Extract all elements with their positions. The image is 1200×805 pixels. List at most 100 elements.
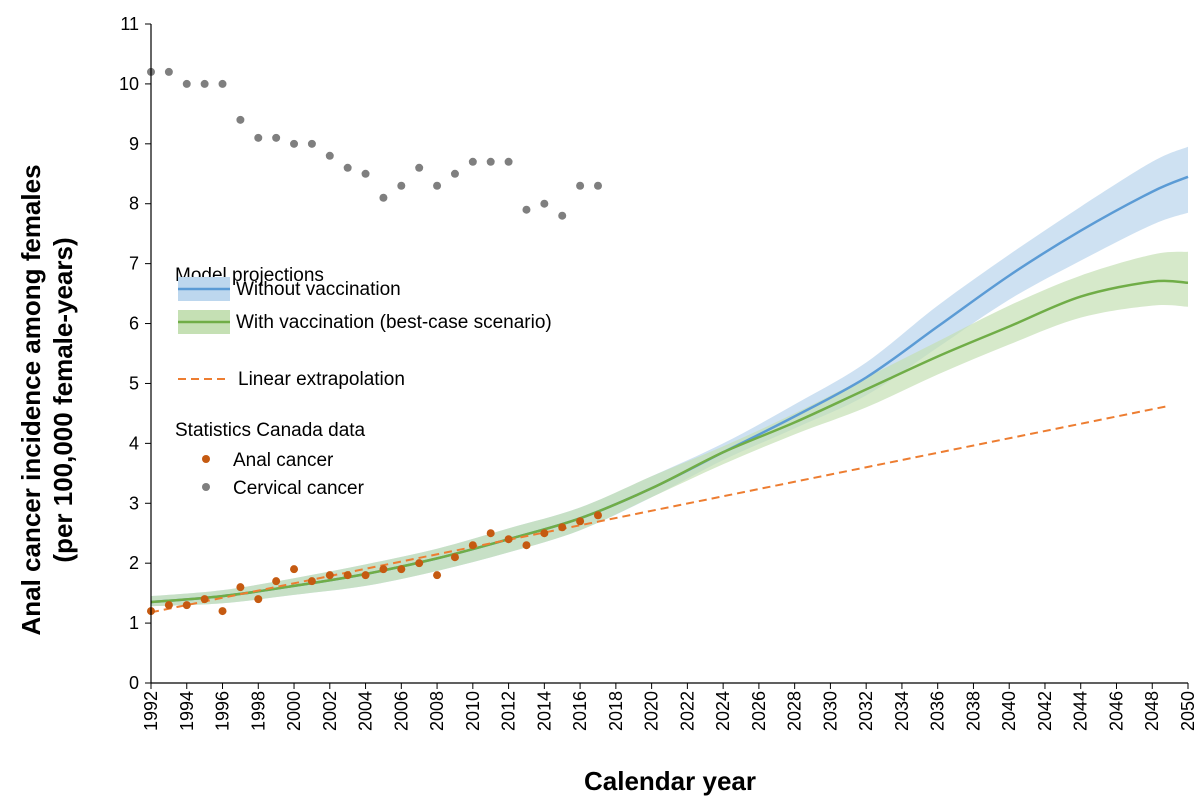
anal-cancer-point bbox=[361, 571, 370, 580]
cervical-cancer-point bbox=[576, 181, 585, 190]
anal-cancer-point bbox=[272, 577, 281, 586]
y-tick-label: 0 bbox=[129, 673, 139, 693]
cervical-cancer-point bbox=[433, 181, 442, 190]
anal-cancer-point bbox=[218, 607, 227, 616]
legend-linear-label: Linear extrapolation bbox=[238, 369, 405, 390]
anal-cancer-point bbox=[379, 565, 388, 574]
anal-cancer-point bbox=[325, 571, 334, 580]
y-tick-label: 4 bbox=[129, 433, 139, 453]
x-tick-label: 1992 bbox=[141, 691, 161, 731]
x-tick-label: 2044 bbox=[1071, 691, 1091, 731]
with-vaccination-band bbox=[151, 251, 1188, 607]
legend-cervical-label: Cervical cancer bbox=[233, 478, 365, 499]
x-tick-label: 2020 bbox=[642, 691, 662, 731]
anal-cancer-point bbox=[558, 523, 567, 532]
x-tick-label: 2026 bbox=[749, 691, 769, 731]
anal-cancer-point bbox=[486, 529, 495, 538]
y-axis-title-line1: Anal cancer incidence among females bbox=[16, 164, 46, 635]
x-tick-label: 2004 bbox=[356, 691, 376, 731]
x-tick-label: 2014 bbox=[534, 691, 554, 731]
y-tick-label: 8 bbox=[129, 194, 139, 214]
cervical-cancer-point bbox=[218, 79, 227, 88]
cervical-cancer-point bbox=[379, 193, 388, 202]
cervical-cancer-point bbox=[290, 139, 299, 148]
anal-cancer-point bbox=[593, 511, 602, 520]
cervical-cancer-point bbox=[504, 157, 513, 166]
x-tick-label: 2012 bbox=[499, 691, 519, 731]
cervical-cancer-point bbox=[236, 115, 245, 124]
y-tick-label: 6 bbox=[129, 314, 139, 334]
anal-cancer-point bbox=[200, 595, 209, 604]
anal-cancer-point bbox=[576, 517, 585, 526]
data-points bbox=[147, 67, 602, 616]
y-tick-label: 10 bbox=[119, 74, 139, 94]
y-tick-label: 3 bbox=[129, 493, 139, 513]
anal-cancer-point bbox=[450, 553, 459, 562]
x-tick-label: 2040 bbox=[999, 691, 1019, 731]
anal-cancer-point bbox=[540, 529, 549, 538]
x-tick-label: 2002 bbox=[320, 691, 340, 731]
y-tick-label: 7 bbox=[129, 254, 139, 274]
legend-anal-marker bbox=[202, 455, 210, 463]
confidence-bands bbox=[151, 146, 1188, 607]
x-tick-label: 2016 bbox=[570, 691, 590, 731]
x-tick-label: 2024 bbox=[713, 691, 733, 731]
cervical-cancer-point bbox=[361, 169, 370, 178]
legend-stats-header: Statistics Canada data bbox=[175, 420, 366, 441]
anal-cancer-point bbox=[236, 583, 245, 592]
anal-cancer-point bbox=[290, 565, 299, 574]
anal-cancer-point bbox=[182, 601, 191, 610]
y-tick-label: 1 bbox=[129, 613, 139, 633]
cervical-cancer-point bbox=[182, 79, 191, 88]
cervical-cancer-point bbox=[468, 157, 477, 166]
cervical-cancer-point bbox=[200, 79, 209, 88]
y-tick-label: 11 bbox=[120, 14, 139, 34]
x-tick-label: 2006 bbox=[391, 691, 411, 731]
x-tick-label: 2034 bbox=[892, 691, 912, 731]
legend: Model projections Without vaccination Wi… bbox=[175, 265, 552, 499]
y-axis-title-line2: (per 100,000 female-years) bbox=[48, 237, 78, 562]
cervical-cancer-point bbox=[522, 205, 531, 214]
anal-cancer-point bbox=[307, 577, 316, 586]
x-tick-label: 2010 bbox=[463, 691, 483, 731]
x-tick-label: 2008 bbox=[427, 691, 447, 731]
x-axis-title: Calendar year bbox=[584, 766, 756, 796]
cervical-cancer-point bbox=[343, 163, 352, 172]
cervical-cancer-point bbox=[558, 211, 567, 220]
anal-cancer-point bbox=[415, 559, 424, 568]
anal-cancer-point bbox=[504, 535, 513, 544]
x-tick-label: 2000 bbox=[284, 691, 304, 731]
x-tick-label: 2032 bbox=[856, 691, 876, 731]
cervical-cancer-point bbox=[593, 181, 602, 190]
cervical-cancer-point bbox=[540, 199, 549, 208]
with-vaccination-line bbox=[150, 279, 1189, 604]
x-tick-label: 1996 bbox=[213, 691, 233, 731]
anal-cancer-point bbox=[522, 541, 531, 550]
legend-anal-label: Anal cancer bbox=[233, 450, 334, 471]
x-tick-label: 2036 bbox=[928, 691, 948, 731]
x-tick-label: 2022 bbox=[677, 691, 697, 731]
cervical-cancer-point bbox=[254, 133, 263, 142]
x-tick-label: 1998 bbox=[248, 691, 268, 731]
x-tick-label: 2048 bbox=[1142, 691, 1162, 731]
y-tick-label: 5 bbox=[129, 373, 139, 393]
legend-with-label: With vaccination (best-case scenario) bbox=[236, 312, 552, 333]
anal-cancer-point bbox=[468, 541, 477, 550]
legend-cervical-marker bbox=[202, 483, 210, 491]
x-tick-label: 2038 bbox=[963, 691, 983, 731]
axes: 0 1 2 3 4 5 6 7 8 9 10 11 1992 1994 1996 1998 2000 2002 20… bbox=[119, 14, 1198, 731]
x-tick-label: 2030 bbox=[820, 691, 840, 731]
cervical-cancer-point bbox=[397, 181, 406, 190]
legend-without-label: Without vaccination bbox=[236, 279, 401, 300]
anal-cancer-point bbox=[433, 571, 442, 580]
y-tick-label: 9 bbox=[129, 134, 139, 154]
linear-extrapolation-line bbox=[150, 404, 1171, 614]
x-tick-label: 2050 bbox=[1178, 691, 1198, 731]
x-tick-label: 2028 bbox=[785, 691, 805, 731]
x-tick-label: 2046 bbox=[1106, 691, 1126, 731]
series-lines bbox=[150, 175, 1189, 614]
y-tick-label: 2 bbox=[129, 553, 139, 573]
x-tick-label: 2018 bbox=[606, 691, 626, 731]
anal-cancer-point bbox=[164, 601, 173, 610]
